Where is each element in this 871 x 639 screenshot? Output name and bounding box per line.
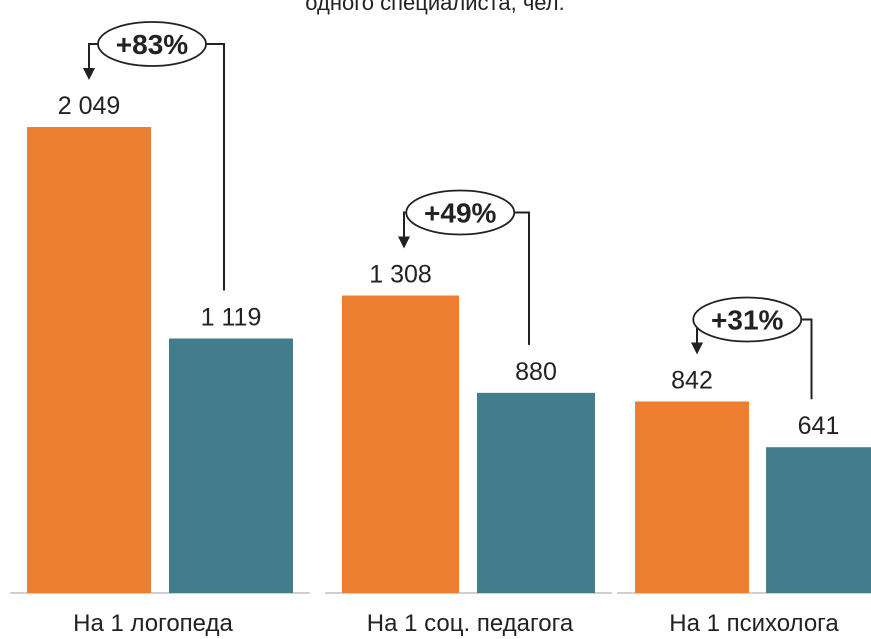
down-arrow-icon (691, 342, 703, 355)
bar-series-2 (477, 392, 595, 593)
growth-connector-right (206, 43, 225, 291)
chart-title: одного специалиста, чел. (305, 0, 564, 15)
growth-connector-right (514, 211, 530, 345)
data-label-series-2: 880 (515, 358, 557, 386)
down-arrow-icon (83, 68, 95, 80)
down-arrow-icon (398, 236, 410, 249)
growth-label: +49% (424, 198, 496, 229)
growth-label: +31% (711, 305, 783, 336)
bar-series-2 (169, 338, 293, 593)
growth-ellipse (97, 21, 207, 67)
bar-series-2 (766, 447, 871, 593)
growth-label: +83% (116, 29, 188, 60)
bar-series-1 (342, 295, 459, 593)
growth-connector-right (801, 318, 813, 400)
category-label: На 1 соц. педагога (367, 610, 574, 637)
growth-ellipse (405, 189, 516, 236)
growth-connector-left (88, 43, 98, 70)
data-label-series-2: 1 119 (201, 304, 262, 332)
growth-ellipse (692, 296, 803, 343)
data-label-series-2: 641 (798, 412, 840, 440)
bar-series-1 (635, 401, 749, 593)
data-label-series-1: 2 049 (58, 92, 121, 120)
growth-connector-left (403, 211, 407, 239)
category-label: На 1 психолога (669, 610, 839, 637)
bar-series-1 (27, 127, 151, 593)
data-label-series-1: 1 308 (369, 261, 432, 289)
chart-marks: 2 049 1 119 На 1 логопеда +83% 1 308 880 На 1 … (10, 21, 871, 637)
data-label-series-1: 842 (671, 367, 713, 395)
category-label: На 1 логопеда (73, 610, 233, 637)
